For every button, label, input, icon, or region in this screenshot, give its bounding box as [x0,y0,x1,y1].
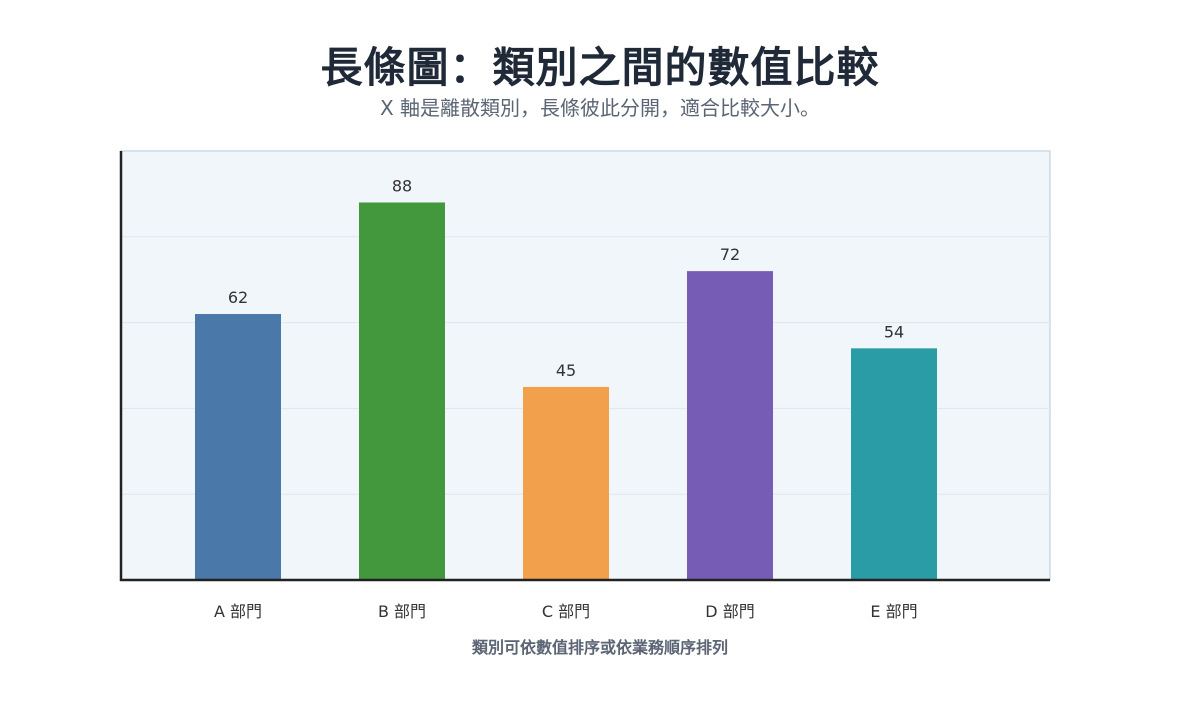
data-label: 72 [720,245,740,264]
x-axis-title: 類別可依數值排序或依業務順序排列 [471,638,728,657]
x-tick-label: B 部門 [378,602,426,621]
bar [195,314,281,580]
data-label: 45 [556,361,576,380]
bar [523,386,609,580]
chart-title: 長條圖：類別之間的數值比較 [320,43,880,92]
x-tick-label: D 部門 [705,602,754,621]
x-tick-label: E 部門 [870,602,917,621]
bar [851,348,937,580]
bar [359,202,445,581]
data-label: 88 [392,176,412,195]
chart-subtitle: X 軸是離散類別，長條彼此分開，適合比較大小。 [379,96,821,120]
x-tick-label: A 部門 [214,602,262,621]
data-label: 54 [884,322,904,341]
data-label: 62 [228,288,248,307]
bar [687,271,773,580]
x-tick-label: C 部門 [542,602,590,621]
